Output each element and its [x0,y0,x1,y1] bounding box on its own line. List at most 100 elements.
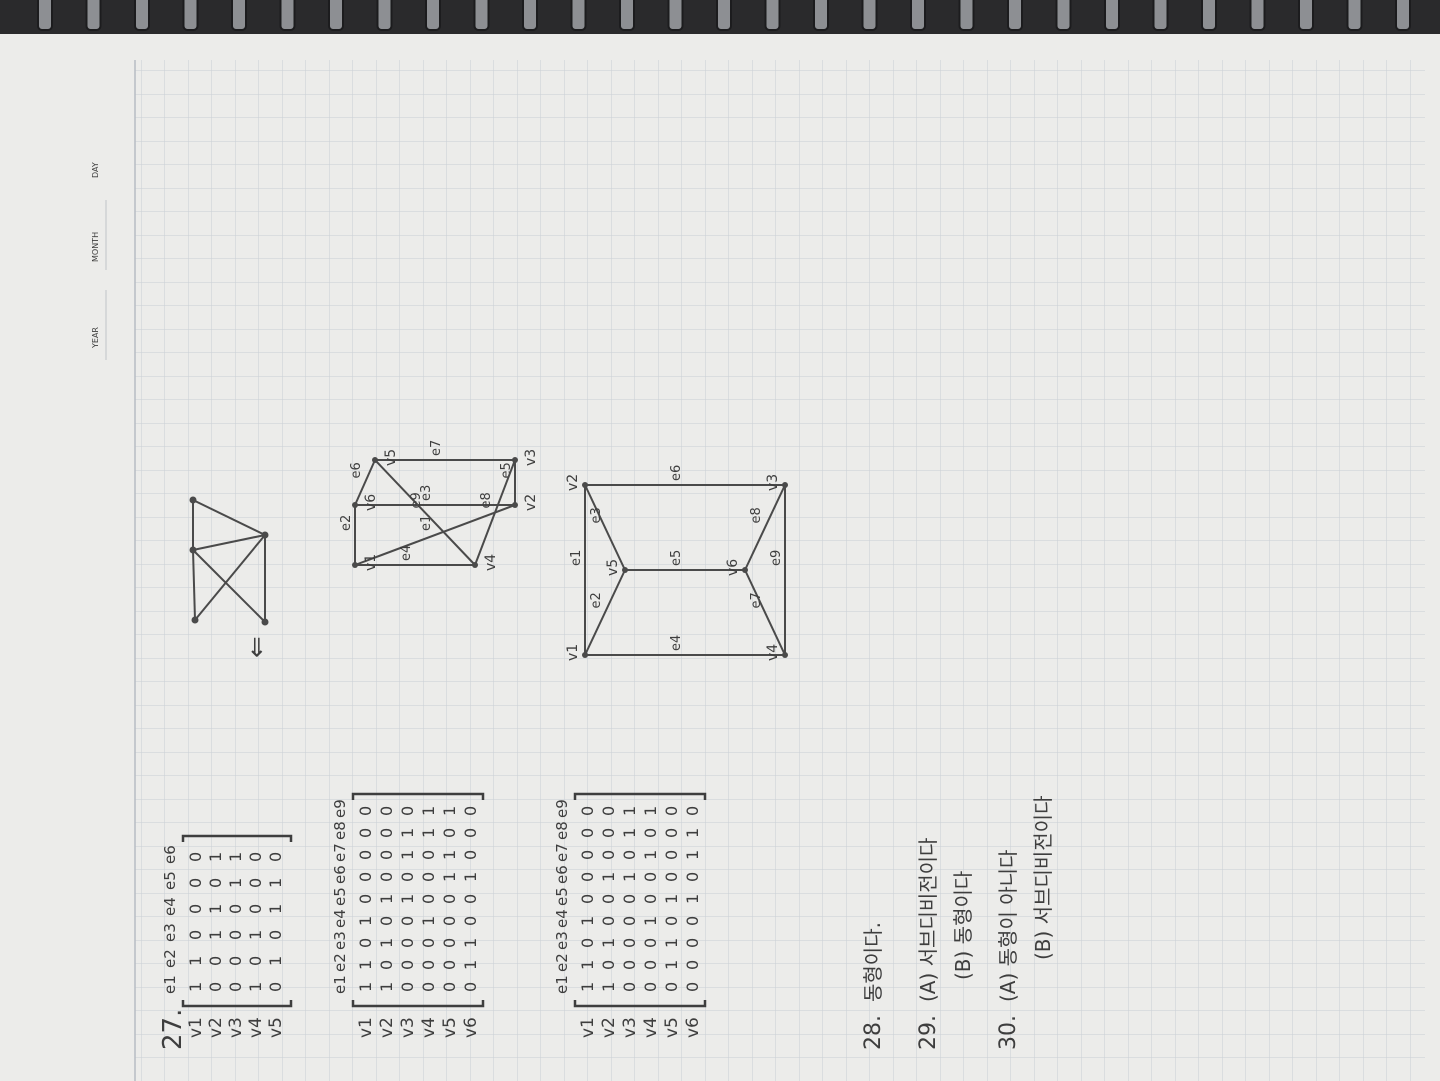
spiral-ring [182,0,199,31]
answer-text: 동형이다. [861,922,885,1002]
matrix-cell: 1 [578,916,597,926]
matrix-cell: 1 [226,852,245,862]
edge-label: e4 [669,635,684,651]
matrix-cell: 0 [356,894,375,904]
matrix-row-label: v1 [356,1017,376,1038]
matrix-cell: 0 [599,960,618,970]
answer-text: (A) 서브디비전이다 [916,838,940,1002]
matrix-col-header: e9 [331,799,349,818]
matrix-cell: 0 [578,806,597,816]
matrix-col-header: e5 [161,871,179,890]
matrix-cell: 0 [683,982,702,992]
edge-label: e5 [669,550,684,566]
matrix-cell: 0 [461,894,480,904]
matrix-row-label: v1 [578,1017,598,1038]
graph-edge [354,459,376,506]
matrix-right-bracket [351,792,485,800]
matrix-cell: 0 [662,872,681,882]
graph-edge [374,459,476,566]
matrix-cell: 0 [419,850,438,860]
matrix-cell: 0 [377,806,396,816]
spiral-ring [1201,0,1217,31]
matrix-row-label: v1 [186,1017,206,1038]
matrix-cell: 1 [419,916,438,926]
matrix-cell: 1 [377,894,396,904]
matrix-cell: 1 [641,850,660,860]
matrix-cell: 0 [419,960,438,970]
edge-label: e6 [669,465,684,481]
matrix-cell: 0 [683,916,702,926]
matrix-cell: 0 [356,828,375,838]
spiral-ring [861,0,878,31]
matrix-cell: 1 [683,894,702,904]
matrix-cell: 0 [440,938,459,948]
spiral-ring [764,0,781,31]
grid-area [135,60,1425,1081]
answer-text: (B) 동형이다 [951,871,975,980]
matrix-cell: 0 [356,850,375,860]
matrix-col-header: e6 [161,845,179,864]
matrix-cell: 1 [246,930,265,940]
matrix-row-label: v6 [683,1017,703,1038]
matrix-cell: 0 [246,852,265,862]
spiral-ring [279,0,296,31]
matrix-cell: 0 [206,982,225,992]
matrix-cell: 0 [599,894,618,904]
matrix-cell: 0 [356,938,375,948]
matrix-col-header: e8 [553,821,571,840]
vertex-label: v4 [765,644,781,661]
matrix-col-header: e2 [553,953,571,972]
graph-vertex [261,531,269,539]
spiral-ring [1104,0,1120,31]
matrix-row-label: v3 [226,1017,246,1038]
matrix-cell: 1 [206,852,225,862]
matrix-cell: 1 [599,872,618,882]
spiral-ring [1346,0,1363,31]
matrix-cell: 0 [461,806,480,816]
matrix-right-bracket [573,792,707,800]
graph-edge [584,484,626,571]
matrix-cell: 0 [398,982,417,992]
matrix-cell: 0 [377,850,396,860]
matrix-cell: 1 [356,982,375,992]
matrix-cell: 0 [599,806,618,816]
matrix-cell: 1 [419,806,438,816]
spiral-rings [37,0,1411,31]
edge-label: e9 [769,550,784,566]
matrix-cell: 0 [206,878,225,888]
matrix-col-header: e9 [553,799,571,818]
edge-label: e8 [749,507,764,523]
incidence-matrix-3: e1e2e3e4e5e6e7e8e9v1110100000v2101001000… [553,792,707,1038]
matrix-cell: 0 [599,828,618,838]
matrix-1-arrow: ⇐ [242,636,272,658]
edge-label: e1 [569,550,584,566]
matrix-row-label: v4 [419,1017,439,1038]
matrix-col-header: e4 [331,909,349,928]
matrix-cell: 0 [440,982,459,992]
matrix-col-header: e1 [161,975,179,994]
matrix-col-header: e7 [553,843,571,862]
graph-vertex [742,567,748,573]
spiral-ring [328,0,344,31]
matrix-cell: 0 [246,878,265,888]
year-label: YEAR [91,327,100,349]
matrix-cell: 0 [186,930,205,940]
vertex-label: v3 [523,449,539,466]
matrix-cell: 0 [186,904,205,914]
matrix-cell: 0 [377,960,396,970]
matrix-cell: 0 [620,938,639,948]
matrix-col-header: e6 [553,865,571,884]
vertex-label: v5 [605,559,621,576]
spiral-ring [425,0,441,31]
spiral-ring [910,0,926,31]
spiral-ring [85,0,102,31]
matrix-cell: 1 [641,916,660,926]
matrix-cell: 0 [377,916,396,926]
vertex-label: v6 [725,559,741,576]
spiral-ring [1395,0,1411,31]
spiral-ring [570,0,587,31]
matrix-row-label: v5 [266,1017,286,1038]
matrix-cell: 0 [461,916,480,926]
answer-number: 28. [861,1015,886,1050]
edge-label: e8 [479,492,494,508]
